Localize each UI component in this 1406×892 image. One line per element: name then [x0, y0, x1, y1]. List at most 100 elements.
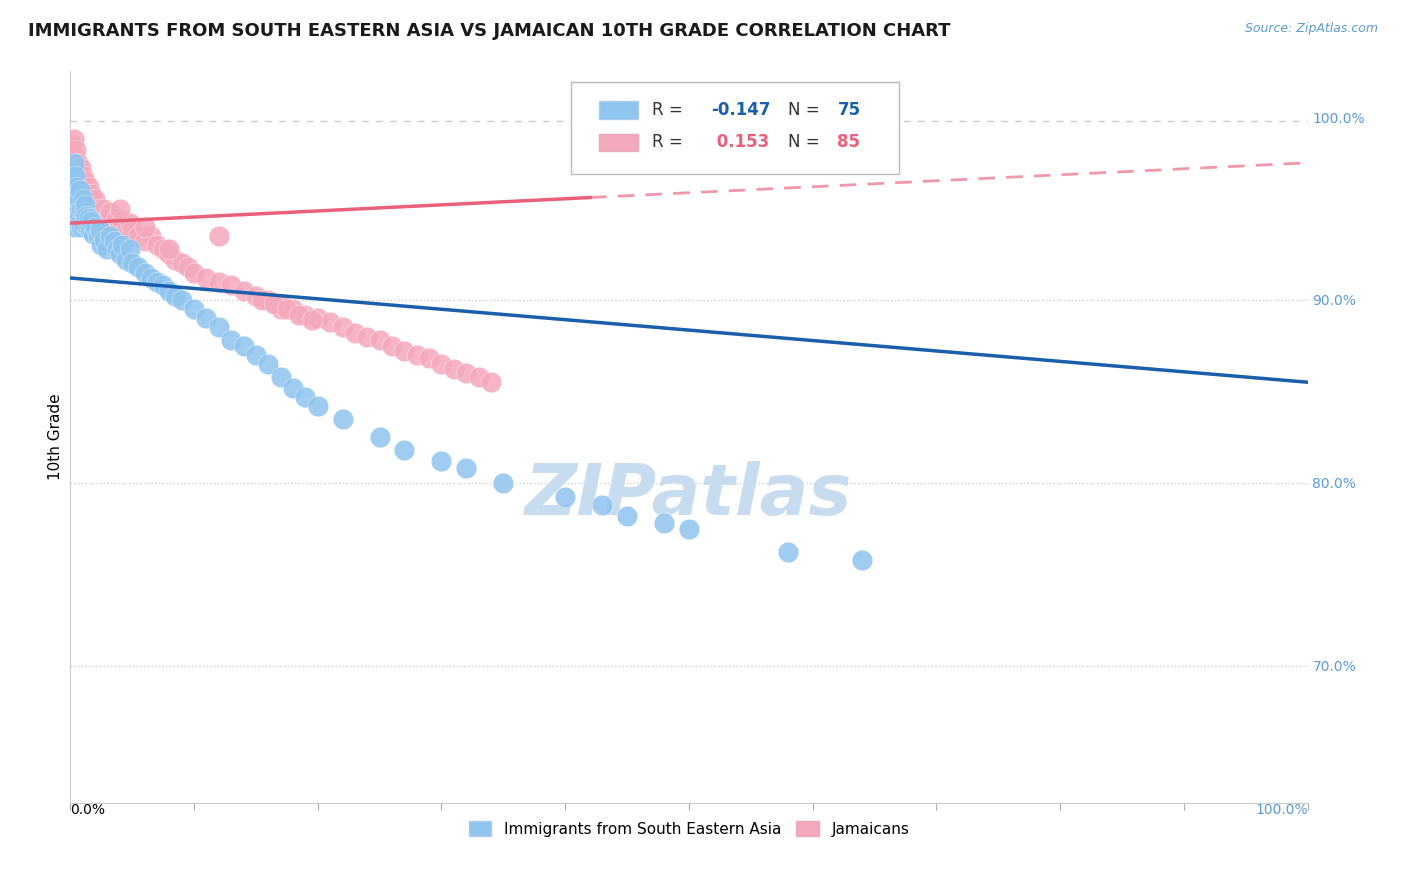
Point	[80, 214, 103, 228]
Point	[79, 223, 101, 237]
Point	[170, 256, 193, 270]
Point	[134, 219, 156, 234]
Legend: Immigrants from South Eastern Asia, Jamaicans: Immigrants from South Eastern Asia, Jama…	[463, 814, 915, 843]
Text: N =: N =	[787, 101, 825, 120]
Point	[276, 301, 298, 316]
Point	[72, 169, 94, 183]
Point	[65, 219, 87, 234]
Point	[208, 275, 231, 289]
Point	[456, 366, 478, 380]
Point	[62, 146, 84, 161]
Point	[65, 174, 87, 188]
Point	[146, 275, 169, 289]
Point	[75, 198, 97, 212]
Point	[67, 165, 90, 179]
Point	[118, 216, 141, 230]
Point	[270, 296, 292, 310]
Point	[66, 186, 89, 201]
Point	[105, 211, 128, 225]
Point	[84, 192, 107, 206]
Point	[69, 174, 91, 188]
Point	[281, 381, 304, 395]
Point	[430, 454, 453, 468]
Point	[69, 183, 91, 197]
Point	[62, 174, 84, 188]
Point	[108, 219, 131, 234]
Point	[89, 205, 111, 219]
Point	[281, 301, 304, 316]
Point	[288, 308, 311, 322]
Point	[86, 202, 108, 216]
Point	[70, 192, 93, 206]
Point	[343, 326, 366, 340]
Point	[152, 242, 174, 256]
Point	[66, 155, 89, 169]
FancyBboxPatch shape	[571, 82, 900, 174]
Point	[219, 278, 242, 293]
Point	[75, 174, 97, 188]
Text: N =: N =	[787, 133, 825, 152]
Point	[65, 143, 87, 157]
Point	[93, 202, 115, 216]
Point	[65, 169, 87, 183]
Point	[134, 265, 156, 279]
Point	[146, 238, 169, 252]
Point	[105, 242, 128, 256]
Point	[103, 216, 125, 230]
Point	[63, 132, 86, 146]
Point	[67, 192, 90, 206]
Point	[77, 211, 100, 225]
Point	[183, 265, 205, 279]
Text: ZIPatlas: ZIPatlas	[526, 461, 852, 530]
Point	[65, 198, 87, 212]
Point	[82, 227, 104, 241]
Point	[368, 333, 391, 347]
Point	[245, 348, 267, 362]
Text: R =: R =	[652, 101, 688, 120]
Point	[492, 475, 515, 490]
Text: R =: R =	[652, 133, 688, 152]
Point	[195, 271, 218, 285]
Point	[616, 508, 638, 523]
Point	[301, 313, 323, 327]
Point	[368, 430, 391, 444]
Point	[96, 242, 118, 256]
Point	[652, 516, 675, 530]
Point	[139, 271, 162, 285]
Point	[80, 186, 103, 201]
Point	[70, 202, 93, 216]
Point	[62, 155, 84, 169]
Text: 0.153: 0.153	[711, 133, 769, 152]
Point	[851, 552, 873, 566]
Point	[67, 183, 90, 197]
Point	[307, 311, 329, 326]
Point	[263, 296, 285, 310]
Point	[554, 491, 576, 505]
Point	[63, 155, 86, 169]
Point	[98, 205, 121, 219]
Point	[65, 150, 87, 164]
Point	[121, 223, 143, 237]
Point	[219, 333, 242, 347]
Point	[418, 351, 440, 366]
Point	[111, 238, 134, 252]
Point	[430, 357, 453, 371]
Point	[127, 260, 149, 274]
Point	[62, 183, 84, 197]
Point	[70, 219, 93, 234]
Point	[307, 399, 329, 413]
Text: 85: 85	[838, 133, 860, 152]
Point	[63, 161, 86, 176]
Point	[332, 320, 354, 334]
Point	[76, 192, 98, 206]
Point	[66, 179, 89, 194]
Point	[93, 233, 115, 247]
Point	[467, 369, 489, 384]
Point	[456, 461, 478, 475]
Point	[157, 284, 180, 298]
Point	[232, 338, 254, 352]
Point	[678, 521, 700, 535]
Text: 0.0%: 0.0%	[70, 803, 105, 817]
Point	[165, 289, 187, 303]
Point	[115, 223, 138, 237]
